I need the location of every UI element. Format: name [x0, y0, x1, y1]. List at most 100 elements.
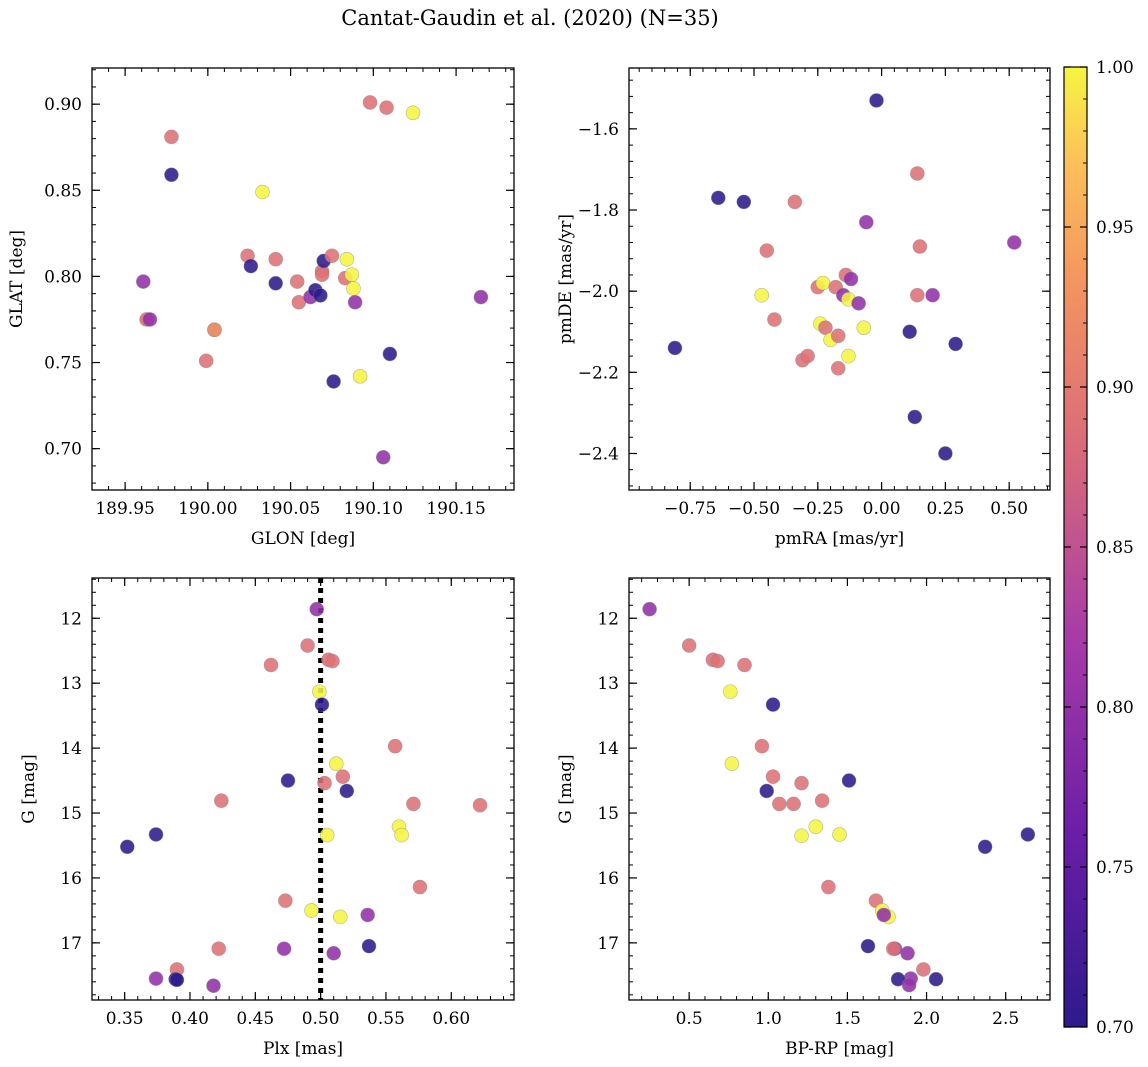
y-tick-label: 0.80	[44, 267, 82, 287]
x-tick-label: 0.35	[106, 1009, 144, 1029]
y-tick-label: 14	[597, 739, 619, 759]
y-tick-label: 0.75	[44, 354, 82, 374]
scatter-point	[928, 971, 944, 987]
y-tick-label: 15	[60, 804, 82, 824]
scatter-point	[362, 95, 378, 110]
scatter-point	[910, 166, 925, 181]
scatter-point	[412, 879, 428, 895]
x-axis-label: Plx [mas]	[263, 1039, 343, 1059]
y-tick-label: 12	[60, 609, 82, 629]
scatter-point	[169, 972, 185, 988]
scatter-point	[902, 324, 917, 340]
scatter-point	[347, 294, 363, 310]
scatter-point	[324, 248, 340, 264]
x-tick-label: 0.40	[171, 1009, 209, 1029]
scatter-point	[329, 756, 344, 771]
y-tick-label: 16	[597, 869, 619, 889]
scatter-point	[394, 827, 409, 843]
scatter-point	[794, 828, 809, 844]
scatter-point	[759, 243, 775, 258]
scatter-point	[948, 336, 963, 352]
scatter-point	[794, 775, 809, 791]
scatter-point	[326, 374, 341, 389]
scatter-point	[405, 105, 421, 121]
scatter-point	[808, 819, 824, 834]
scatter-point	[886, 941, 901, 957]
scatter-point	[243, 258, 259, 274]
scatter-point	[312, 684, 327, 699]
scatter-point	[821, 879, 836, 895]
x-tick-label: −0.50	[728, 499, 780, 519]
panel-p4: 0.5 1.0 1.5 2.0 2.5 12 13 14 15 16 17 BP-RP [mag] G …	[556, 577, 1051, 1059]
axes-frame	[628, 577, 1051, 1001]
x-tick-label: 0.45	[236, 1009, 274, 1029]
scatter-point	[211, 941, 227, 957]
scatter-point	[198, 353, 214, 369]
scatter-point	[263, 657, 279, 673]
scatter-point	[754, 738, 770, 754]
scatter-point	[925, 287, 940, 303]
scatter-point	[830, 360, 846, 376]
y-axis-label: G [mag]	[556, 754, 576, 823]
y-tick-label: 16	[60, 869, 82, 889]
scatter-point	[325, 653, 340, 669]
scatter-point	[207, 322, 222, 338]
scatter-point	[710, 653, 725, 669]
x-tick-label: 0.5	[676, 1009, 703, 1029]
scatter-point	[164, 167, 179, 183]
y-tick-label: −1.6	[578, 120, 619, 140]
scatter-point	[900, 945, 915, 961]
scatter-point	[346, 281, 361, 296]
scatter-point	[772, 796, 787, 812]
scatter-point	[314, 697, 330, 712]
x-axis-label: pmRA [mas/yr]	[775, 529, 904, 549]
scatter-point	[214, 793, 229, 808]
scatter-point	[280, 773, 296, 788]
y-axis-label: pmDE [mas/yr]	[556, 214, 576, 344]
scatter-point	[406, 796, 421, 812]
x-tick-label: −0.75	[664, 499, 716, 519]
scatter-point	[843, 271, 859, 287]
scatter-point	[473, 289, 489, 305]
scatter-point	[858, 214, 874, 230]
y-tick-label: 13	[597, 674, 619, 694]
scatter-point	[910, 287, 925, 303]
scatter-point	[276, 941, 292, 957]
scatter-point	[309, 601, 325, 617]
scatter-point	[737, 657, 752, 673]
scatter-point	[278, 893, 293, 908]
scatter-point	[711, 190, 726, 206]
panel-p1: 189.95 190.00 190.05 190.10 190.15 0.70 0.75 0.…	[7, 67, 515, 549]
scatter-point	[830, 328, 846, 344]
scatter-point	[360, 907, 375, 923]
scatter-point	[314, 267, 330, 282]
scatter-point	[148, 971, 164, 986]
figure-title: Cantat-Gaudin et al. (2020) (N=35)	[341, 6, 719, 30]
scatter-point	[326, 945, 342, 961]
x-tick-label: 190.00	[178, 499, 237, 519]
scatter-point	[119, 839, 135, 855]
x-tick-label: 1.5	[834, 1009, 861, 1029]
scatter-point	[851, 296, 866, 311]
scatter-point	[300, 638, 315, 653]
scatter-point	[754, 287, 769, 303]
y-tick-label: 14	[60, 739, 82, 759]
y-tick-label: 12	[597, 609, 619, 629]
x-tick-label: 0.55	[367, 1009, 405, 1029]
scatter-point	[841, 773, 857, 788]
scatter-point	[375, 449, 391, 465]
scatter-point	[352, 369, 368, 384]
y-axis-label: GLAT [deg]	[7, 230, 27, 328]
scatter-point	[382, 346, 398, 362]
x-tick-label: 0.50	[302, 1009, 340, 1029]
scatter-point	[472, 797, 488, 813]
scatter-point	[319, 827, 335, 843]
y-tick-label: 17	[60, 934, 82, 954]
axes-frame	[91, 67, 515, 491]
scatter-point	[344, 267, 360, 282]
scatter-point	[722, 684, 738, 699]
scatter-point	[339, 251, 355, 267]
scatter-point	[787, 194, 803, 210]
scatter-point	[765, 769, 781, 784]
scatter-point	[206, 978, 221, 994]
